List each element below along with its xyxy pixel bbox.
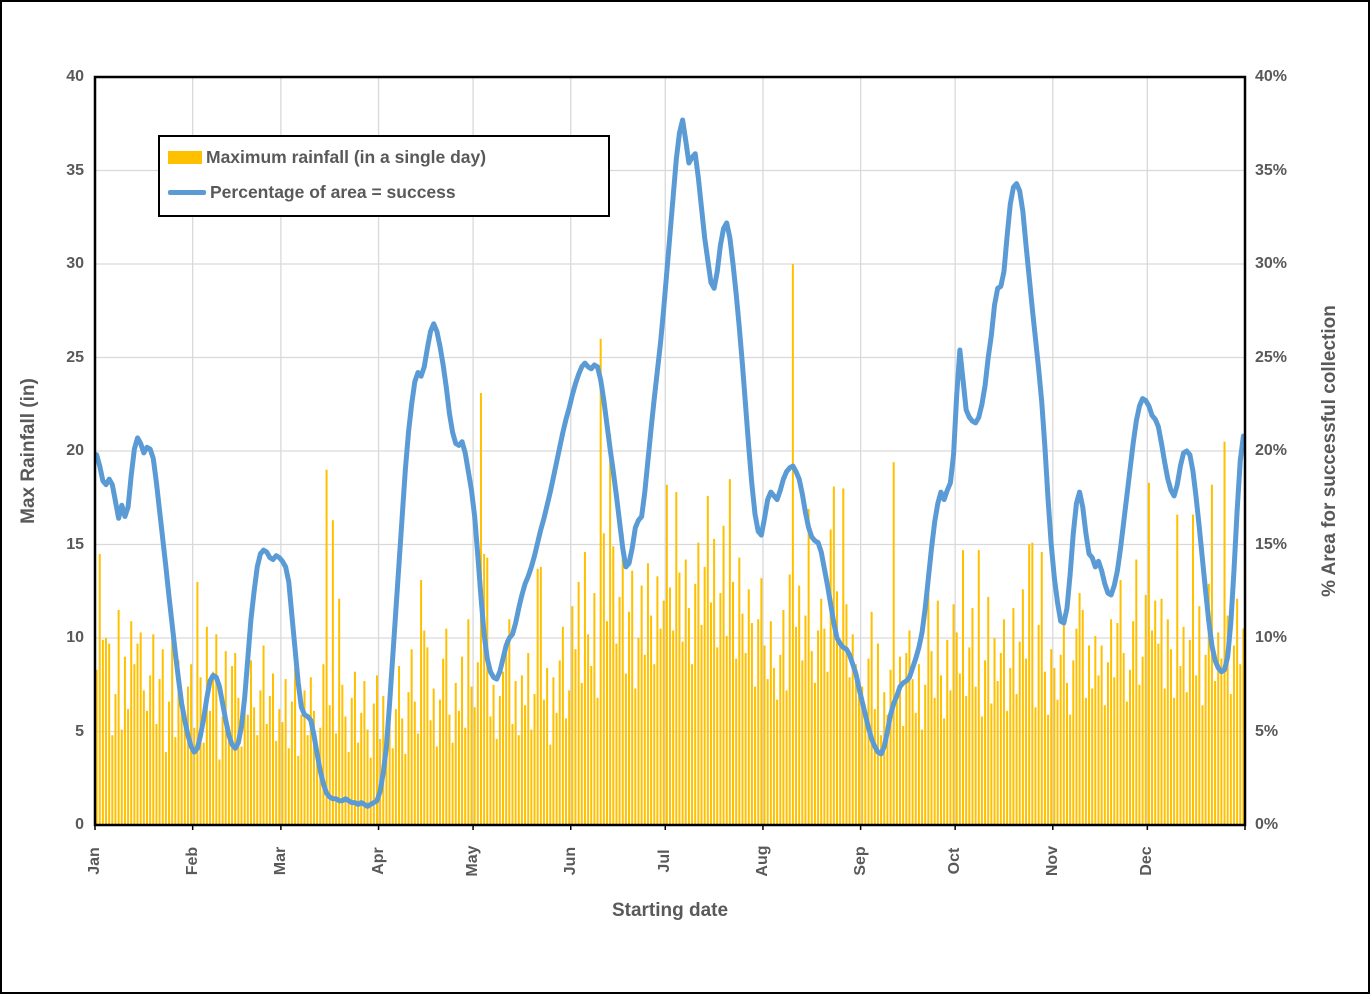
y-axis-right-label: 10% <box>1255 629 1288 646</box>
y-axis-right-label: 40% <box>1255 68 1288 85</box>
x-axis-label: Nov <box>1043 845 1061 877</box>
plot-border <box>93 75 1247 827</box>
x-axis-title: Starting date <box>611 900 729 921</box>
x-axis-label: Sep <box>851 846 869 876</box>
y-axis-left-label: 30 <box>66 255 84 272</box>
x-axis-label: Jan <box>86 847 103 875</box>
y-axis-right-label: 25% <box>1255 348 1288 366</box>
x-axis-label: Dec <box>1138 846 1156 876</box>
y-axis-right-title: % Area for successful collection <box>1319 305 1340 597</box>
y-axis-left-label: 10 <box>66 629 84 646</box>
y-axis-right-label: 15% <box>1255 535 1288 553</box>
y-axis-left-label: 20 <box>66 442 84 459</box>
x-axis-label: Jul <box>656 849 674 873</box>
x-axis-label: Mar <box>271 846 289 876</box>
x-axis-label: Feb <box>183 846 201 876</box>
x-axis-label: Apr <box>369 847 387 875</box>
y-axis-left-title: Max Rainfall (in) <box>18 378 39 524</box>
legend-entry-percentage: Percentage of area = success <box>168 182 594 203</box>
y-axis-right-label: 35% <box>1255 161 1288 179</box>
bars-series <box>95 264 1245 826</box>
y-axis-left-label: 35 <box>66 161 84 179</box>
y-axis-left-label: 5 <box>75 722 84 740</box>
x-axis-label: May <box>464 845 482 877</box>
y-axis-left-label: 40 <box>66 68 84 85</box>
line-series-swatch <box>168 190 206 195</box>
legend-box: Maximum rainfall (in a single day) Perce… <box>158 135 610 217</box>
legend-line-label: Percentage of area = success <box>210 182 456 202</box>
line-series <box>94 117 1246 809</box>
y-axis-right-label: 20% <box>1255 442 1288 459</box>
y-axis-left-label: 15 <box>66 535 84 553</box>
x-axis-label: Jun <box>561 846 579 876</box>
legend-bar-label: Maximum rainfall (in a single day) <box>206 147 487 167</box>
y-axis-right-label: 5% <box>1255 722 1279 740</box>
x-axis-label: Aug <box>753 845 771 877</box>
legend-entry-rainfall: Maximum rainfall (in a single day) <box>168 147 594 168</box>
y-axis-right-label: 30% <box>1255 255 1288 272</box>
x-axis-label: Oct <box>946 847 964 875</box>
y-axis-left-label: 25 <box>66 348 84 366</box>
bar-series-swatch <box>168 151 202 164</box>
y-axis-left-label: 0 <box>75 816 84 833</box>
y-axis-right-label: 0% <box>1255 816 1279 833</box>
